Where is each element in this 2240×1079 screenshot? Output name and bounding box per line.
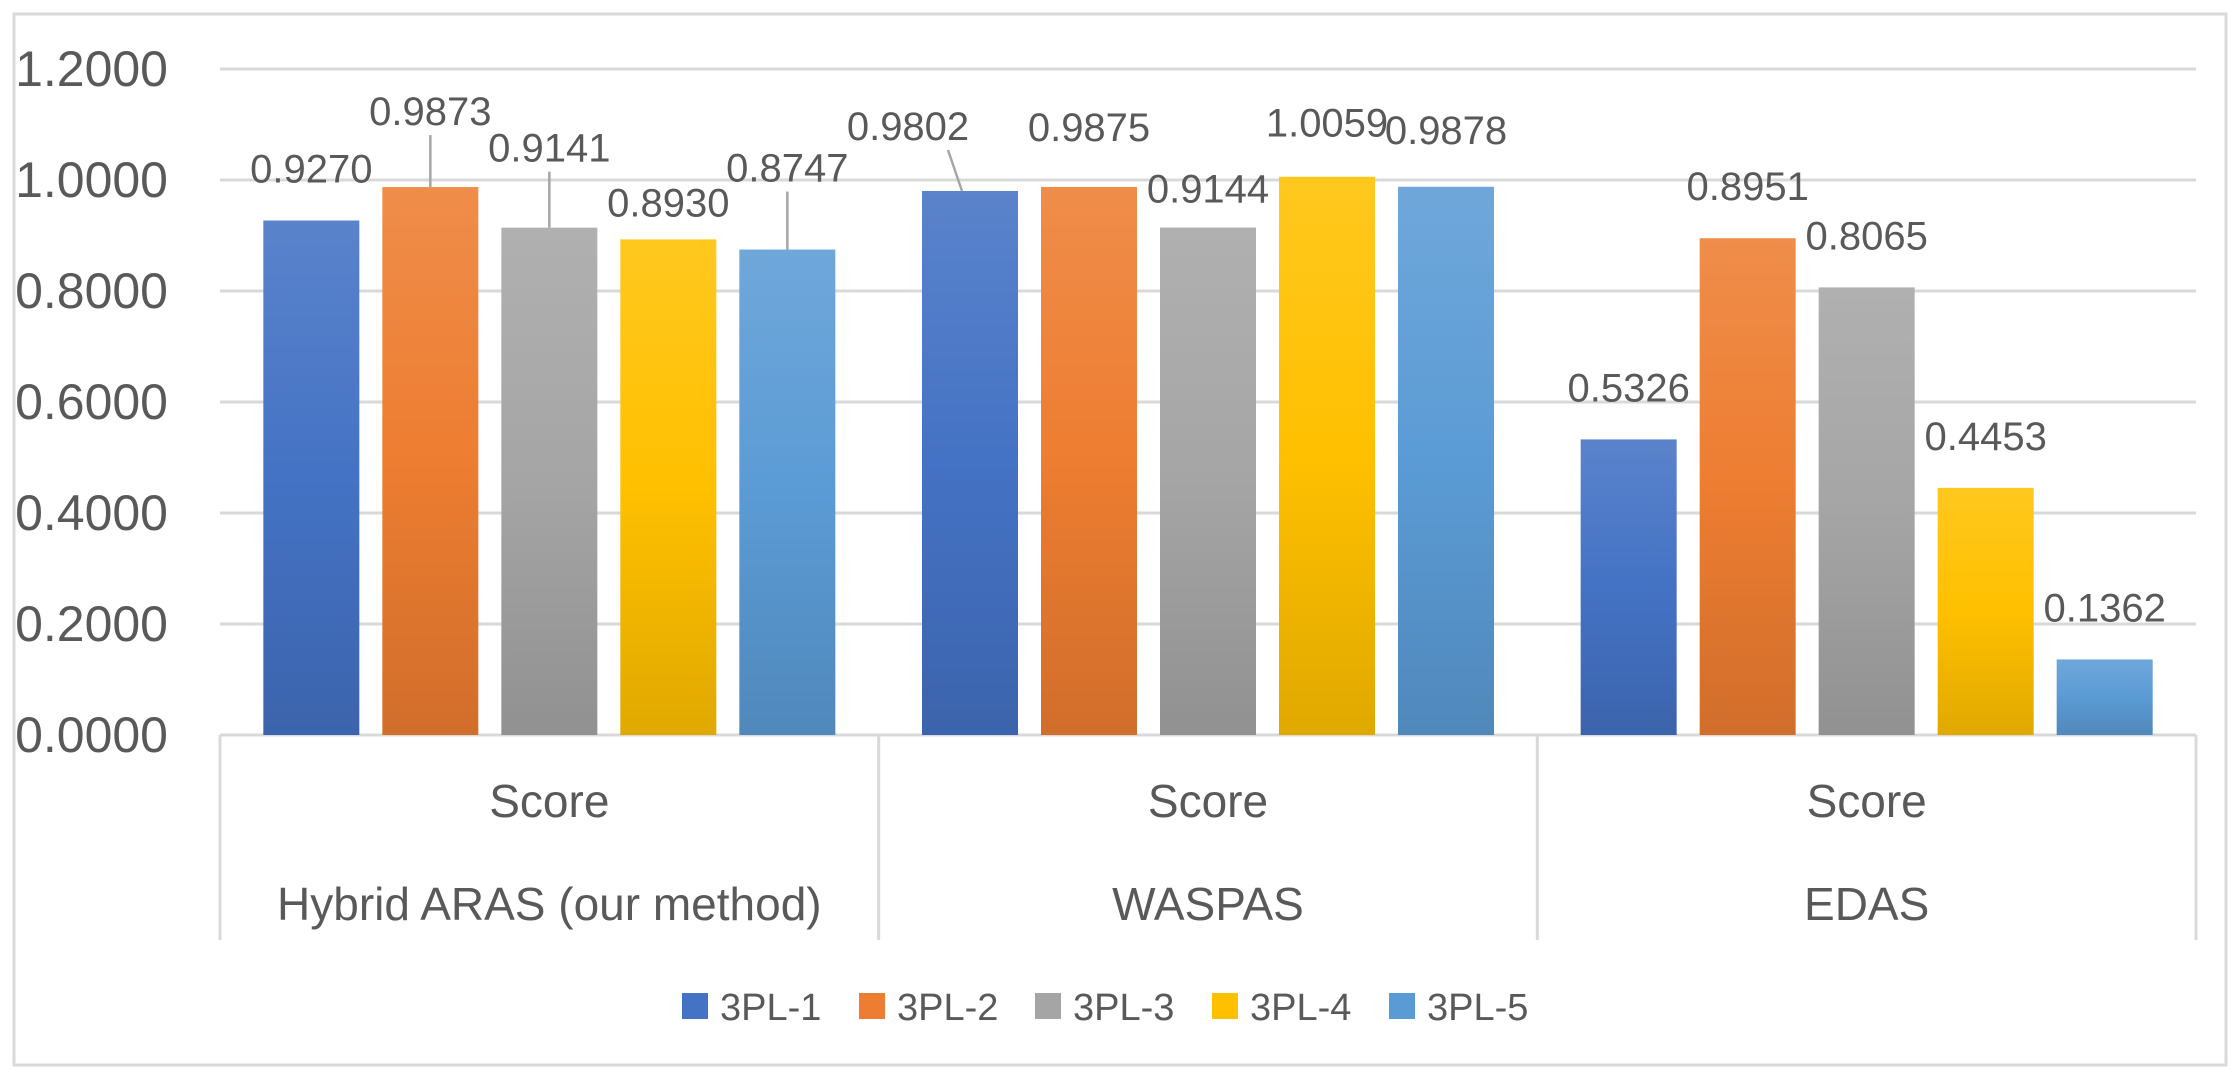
bar-3pl-4-1 [620, 239, 717, 735]
bar-3pl-2-2 [1041, 186, 1137, 735]
data-label: 0.9144 [1147, 168, 1269, 212]
bar-3pl-4-2 [1279, 176, 1375, 736]
category-labels: Score Hybrid ARAS (our method) Score WASPAS… [277, 775, 1929, 930]
y-tick-label: 0.4000 [15, 485, 168, 541]
bar-3pl-1-3 [1580, 439, 1677, 735]
legend-swatch-3pl-5 [1389, 993, 1415, 1019]
y-tick-label: 0.2000 [15, 596, 168, 652]
legend-label: 3PL-3 [1073, 987, 1174, 1029]
category-label: Score [1148, 775, 1268, 827]
legend-swatch-3pl-4 [1212, 993, 1238, 1019]
legend: 3PL-1 3PL-2 3PL-3 3PL-4 3PL-5 [682, 987, 1528, 1029]
data-label: 0.8065 [1805, 214, 1927, 258]
y-tick-label: 0.8000 [15, 263, 168, 319]
bar-3pl-1-2 [922, 190, 1018, 735]
bars [263, 176, 2153, 736]
data-label: 0.9875 [1028, 106, 1150, 150]
legend-label: 3PL-1 [720, 987, 821, 1029]
data-label: 0.5326 [1567, 366, 1689, 410]
category-label: Score [489, 775, 609, 827]
y-tick-label: 0.0000 [15, 707, 168, 763]
data-label: 0.9878 [1385, 109, 1507, 153]
bar-3pl-4-3 [1937, 487, 2034, 735]
data-label: 0.8747 [726, 147, 848, 191]
bar-3pl-5-1 [739, 249, 836, 735]
bar-3pl-5-3 [2056, 659, 2153, 735]
legend-swatch-3pl-1 [682, 993, 708, 1019]
bar-3pl-2-1 [382, 187, 479, 736]
legend-label: 3PL-4 [1250, 987, 1351, 1029]
bar-3pl-2-3 [1699, 238, 1796, 736]
legend-label: 3PL-2 [897, 987, 998, 1029]
y-tick-label: 0.6000 [15, 374, 168, 430]
data-labels: 0.9270 0.9802 0.5326 0.9873 0.9875 0.8951 0.91… [250, 90, 2166, 630]
bar-3pl-3-1 [501, 227, 598, 735]
legend-label: 3PL-5 [1427, 987, 1528, 1029]
y-tick-label: 1.2000 [15, 41, 168, 97]
method-label: EDAS [1804, 878, 1929, 930]
data-label: 0.4453 [1924, 415, 2046, 459]
legend-swatch-3pl-2 [859, 993, 885, 1019]
method-label: WASPAS [1112, 878, 1304, 930]
bar-3pl-3-3 [1818, 287, 1915, 735]
data-label: 0.9141 [488, 127, 610, 171]
data-label: 0.8951 [1686, 165, 1808, 209]
data-label: 0.9802 [847, 105, 969, 149]
bar-3pl-3-2 [1160, 227, 1256, 735]
legend-swatch-3pl-3 [1035, 993, 1061, 1019]
bar-3pl-1-1 [263, 220, 360, 735]
method-label: Hybrid ARAS (our method) [277, 878, 822, 930]
y-axis-ticks: 0.0000 0.2000 0.4000 0.6000 0.8000 1.0000 1.20… [15, 41, 168, 763]
data-label: 0.1362 [2043, 586, 2165, 630]
label-leader-lines [429, 135, 964, 250]
data-label: 0.8930 [607, 181, 729, 225]
category-label: Score [1807, 775, 1927, 827]
data-label: 1.0059 [1266, 102, 1388, 146]
data-label: 0.9270 [250, 148, 372, 192]
y-tick-label: 1.0000 [15, 152, 168, 208]
leader-line [946, 149, 964, 192]
bar-3pl-5-2 [1398, 186, 1494, 735]
data-label: 0.9873 [369, 90, 491, 134]
